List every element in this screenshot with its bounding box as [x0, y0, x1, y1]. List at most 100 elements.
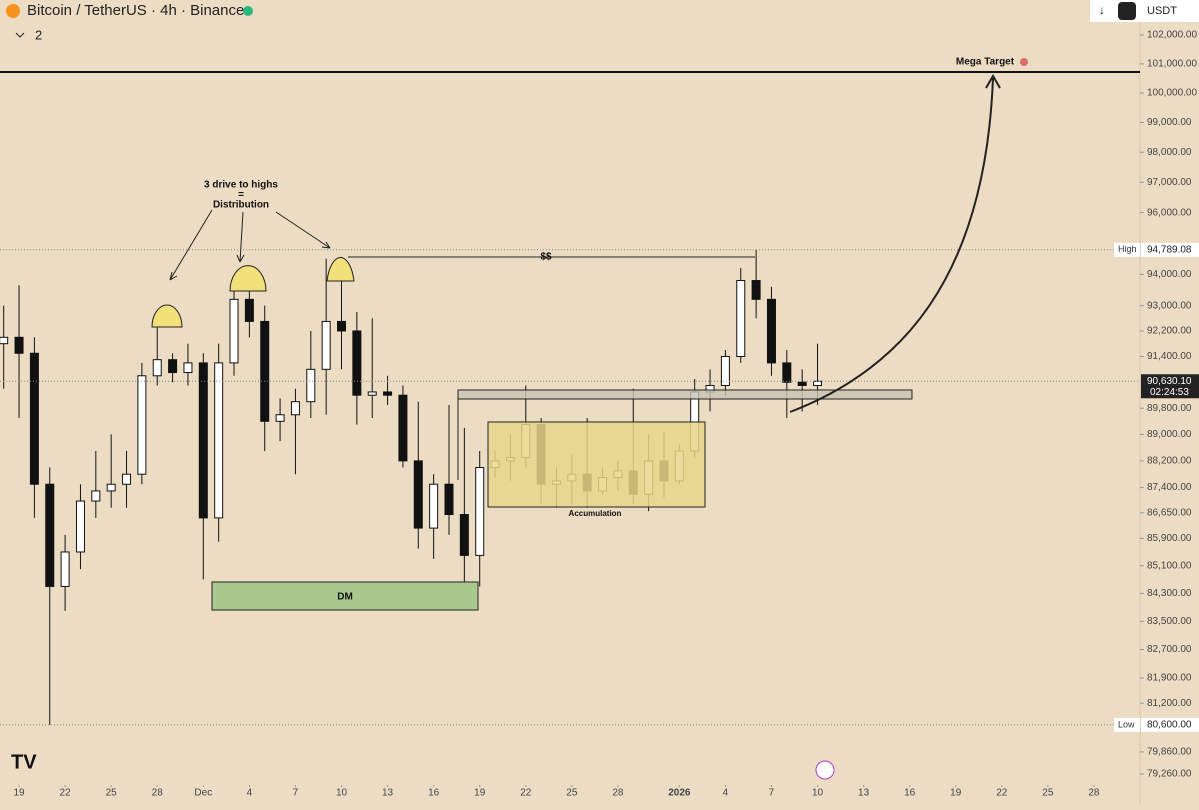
- y-tick-label: 79,260.00: [1147, 769, 1192, 780]
- annotation: Accumulation: [569, 509, 622, 518]
- currency[interactable]: USDT: [1147, 5, 1177, 17]
- candle-body: [229, 298, 239, 364]
- x-tick-label: 16: [904, 788, 916, 799]
- x-tick-label: 2026: [668, 788, 691, 799]
- candle-body: [122, 473, 132, 485]
- candle-body: [45, 483, 55, 587]
- y-tick-label: 101,000.00: [1147, 59, 1197, 70]
- x-tick-label: 10: [336, 788, 348, 799]
- x-tick-label: 13: [382, 788, 394, 799]
- y-tick-label: 97,000.00: [1147, 177, 1192, 188]
- candle-body: [383, 391, 393, 396]
- candle-body: [14, 336, 24, 354]
- download-button[interactable]: ↓: [1099, 3, 1105, 17]
- candle-body: [275, 414, 285, 422]
- annotation: 3 drive to highs: [204, 180, 278, 191]
- y-tick-label: 100,000.00: [1147, 88, 1197, 99]
- toolbar: [1090, 0, 1199, 22]
- candle-body: [766, 298, 776, 364]
- candle-body: [444, 483, 454, 516]
- y-tick-label: 102,000.00: [1147, 30, 1197, 41]
- candle-body: [75, 500, 85, 553]
- candle-body: [198, 362, 208, 519]
- y-tick-label: 88,200.00: [1147, 456, 1192, 467]
- candle-body: [29, 352, 39, 485]
- x-tick-label: 19: [13, 788, 25, 799]
- x-tick-label: Dec: [194, 788, 212, 799]
- annotation: Mega Target: [956, 57, 1015, 68]
- screen-button[interactable]: [1118, 2, 1136, 20]
- candle-body: [429, 483, 439, 529]
- y-tick-label: 84,300.00: [1147, 588, 1192, 599]
- target-icon: [1020, 58, 1028, 66]
- x-tick-label: 22: [996, 788, 1008, 799]
- y-tick-label: 89,000.00: [1147, 429, 1192, 440]
- x-tick-label: 28: [612, 788, 624, 799]
- annotation: DM: [337, 592, 353, 603]
- y-tick-label: 93,000.00: [1147, 300, 1192, 311]
- last-price-tag: [1141, 374, 1199, 399]
- x-tick-label: 19: [474, 788, 486, 799]
- x-tick-label: 4: [247, 788, 253, 799]
- x-tick-label: 19: [950, 788, 962, 799]
- peak-marker: [326, 256, 355, 282]
- y-tick-label: 86,650.00: [1147, 507, 1192, 518]
- status-dot: [243, 6, 253, 16]
- last-price-value: 90,630.10: [1147, 376, 1192, 387]
- y-tick-label: 81,200.00: [1147, 698, 1192, 709]
- candle-body: [290, 401, 300, 416]
- y-tick-label: 96,000.00: [1147, 207, 1192, 218]
- candle-body: [214, 362, 224, 519]
- y-tick-label: 91,400.00: [1147, 351, 1192, 362]
- price-tag-value: 94,789.08: [1147, 244, 1192, 255]
- candle-body: [398, 394, 408, 462]
- candle-body: [106, 483, 116, 492]
- x-tick-label: 7: [769, 788, 775, 799]
- candle-body: [797, 381, 807, 386]
- x-tick-label: 10: [812, 788, 824, 799]
- price-tag-label: Low: [1118, 719, 1135, 729]
- symbol-icon: [6, 4, 20, 18]
- indicator-count[interactable]: 2: [35, 27, 42, 42]
- y-tick-label: 87,400.00: [1147, 482, 1192, 493]
- candle-body: [475, 467, 485, 556]
- range-zone: [457, 389, 913, 400]
- candle-body: [260, 320, 270, 422]
- candle-body: [813, 380, 823, 386]
- peak-marker: [229, 265, 267, 292]
- candle-body: [352, 330, 362, 396]
- y-tick-label: 94,000.00: [1147, 269, 1192, 280]
- price-tag: [1141, 717, 1199, 732]
- candle-body: [782, 362, 792, 383]
- countdown: 02:24:53: [1150, 387, 1189, 398]
- y-tick-label: 85,100.00: [1147, 560, 1192, 571]
- annotation: $$: [540, 252, 552, 263]
- x-tick-label: 25: [1042, 788, 1054, 799]
- x-tick-label: 22: [520, 788, 532, 799]
- candle-body: [0, 336, 9, 345]
- candle-body: [60, 551, 70, 587]
- candle-body: [244, 298, 254, 322]
- candle-body: [413, 460, 423, 529]
- candle-body: [306, 368, 316, 403]
- annotation: =: [238, 190, 244, 201]
- y-tick-label: 81,900.00: [1147, 673, 1192, 684]
- y-tick-label: 82,700.00: [1147, 644, 1192, 655]
- price-tag: [1141, 242, 1199, 257]
- alert-icon[interactable]: [815, 760, 835, 780]
- candle-body: [137, 375, 147, 475]
- y-tick-label: 92,200.00: [1147, 326, 1192, 337]
- price-tag: [1114, 717, 1140, 732]
- arrows: [169, 74, 1001, 413]
- symbol-title[interactable]: Bitcoin / TetherUS · 4h · Binance: [27, 2, 244, 19]
- candle-body: [168, 359, 178, 374]
- collapse-icon[interactable]: [15, 32, 25, 38]
- peak-marker: [151, 304, 183, 328]
- accumulation-box: [487, 421, 706, 508]
- dm-box: [211, 581, 479, 611]
- price-tag: [1114, 242, 1140, 257]
- y-tick-label: 99,000.00: [1147, 117, 1192, 128]
